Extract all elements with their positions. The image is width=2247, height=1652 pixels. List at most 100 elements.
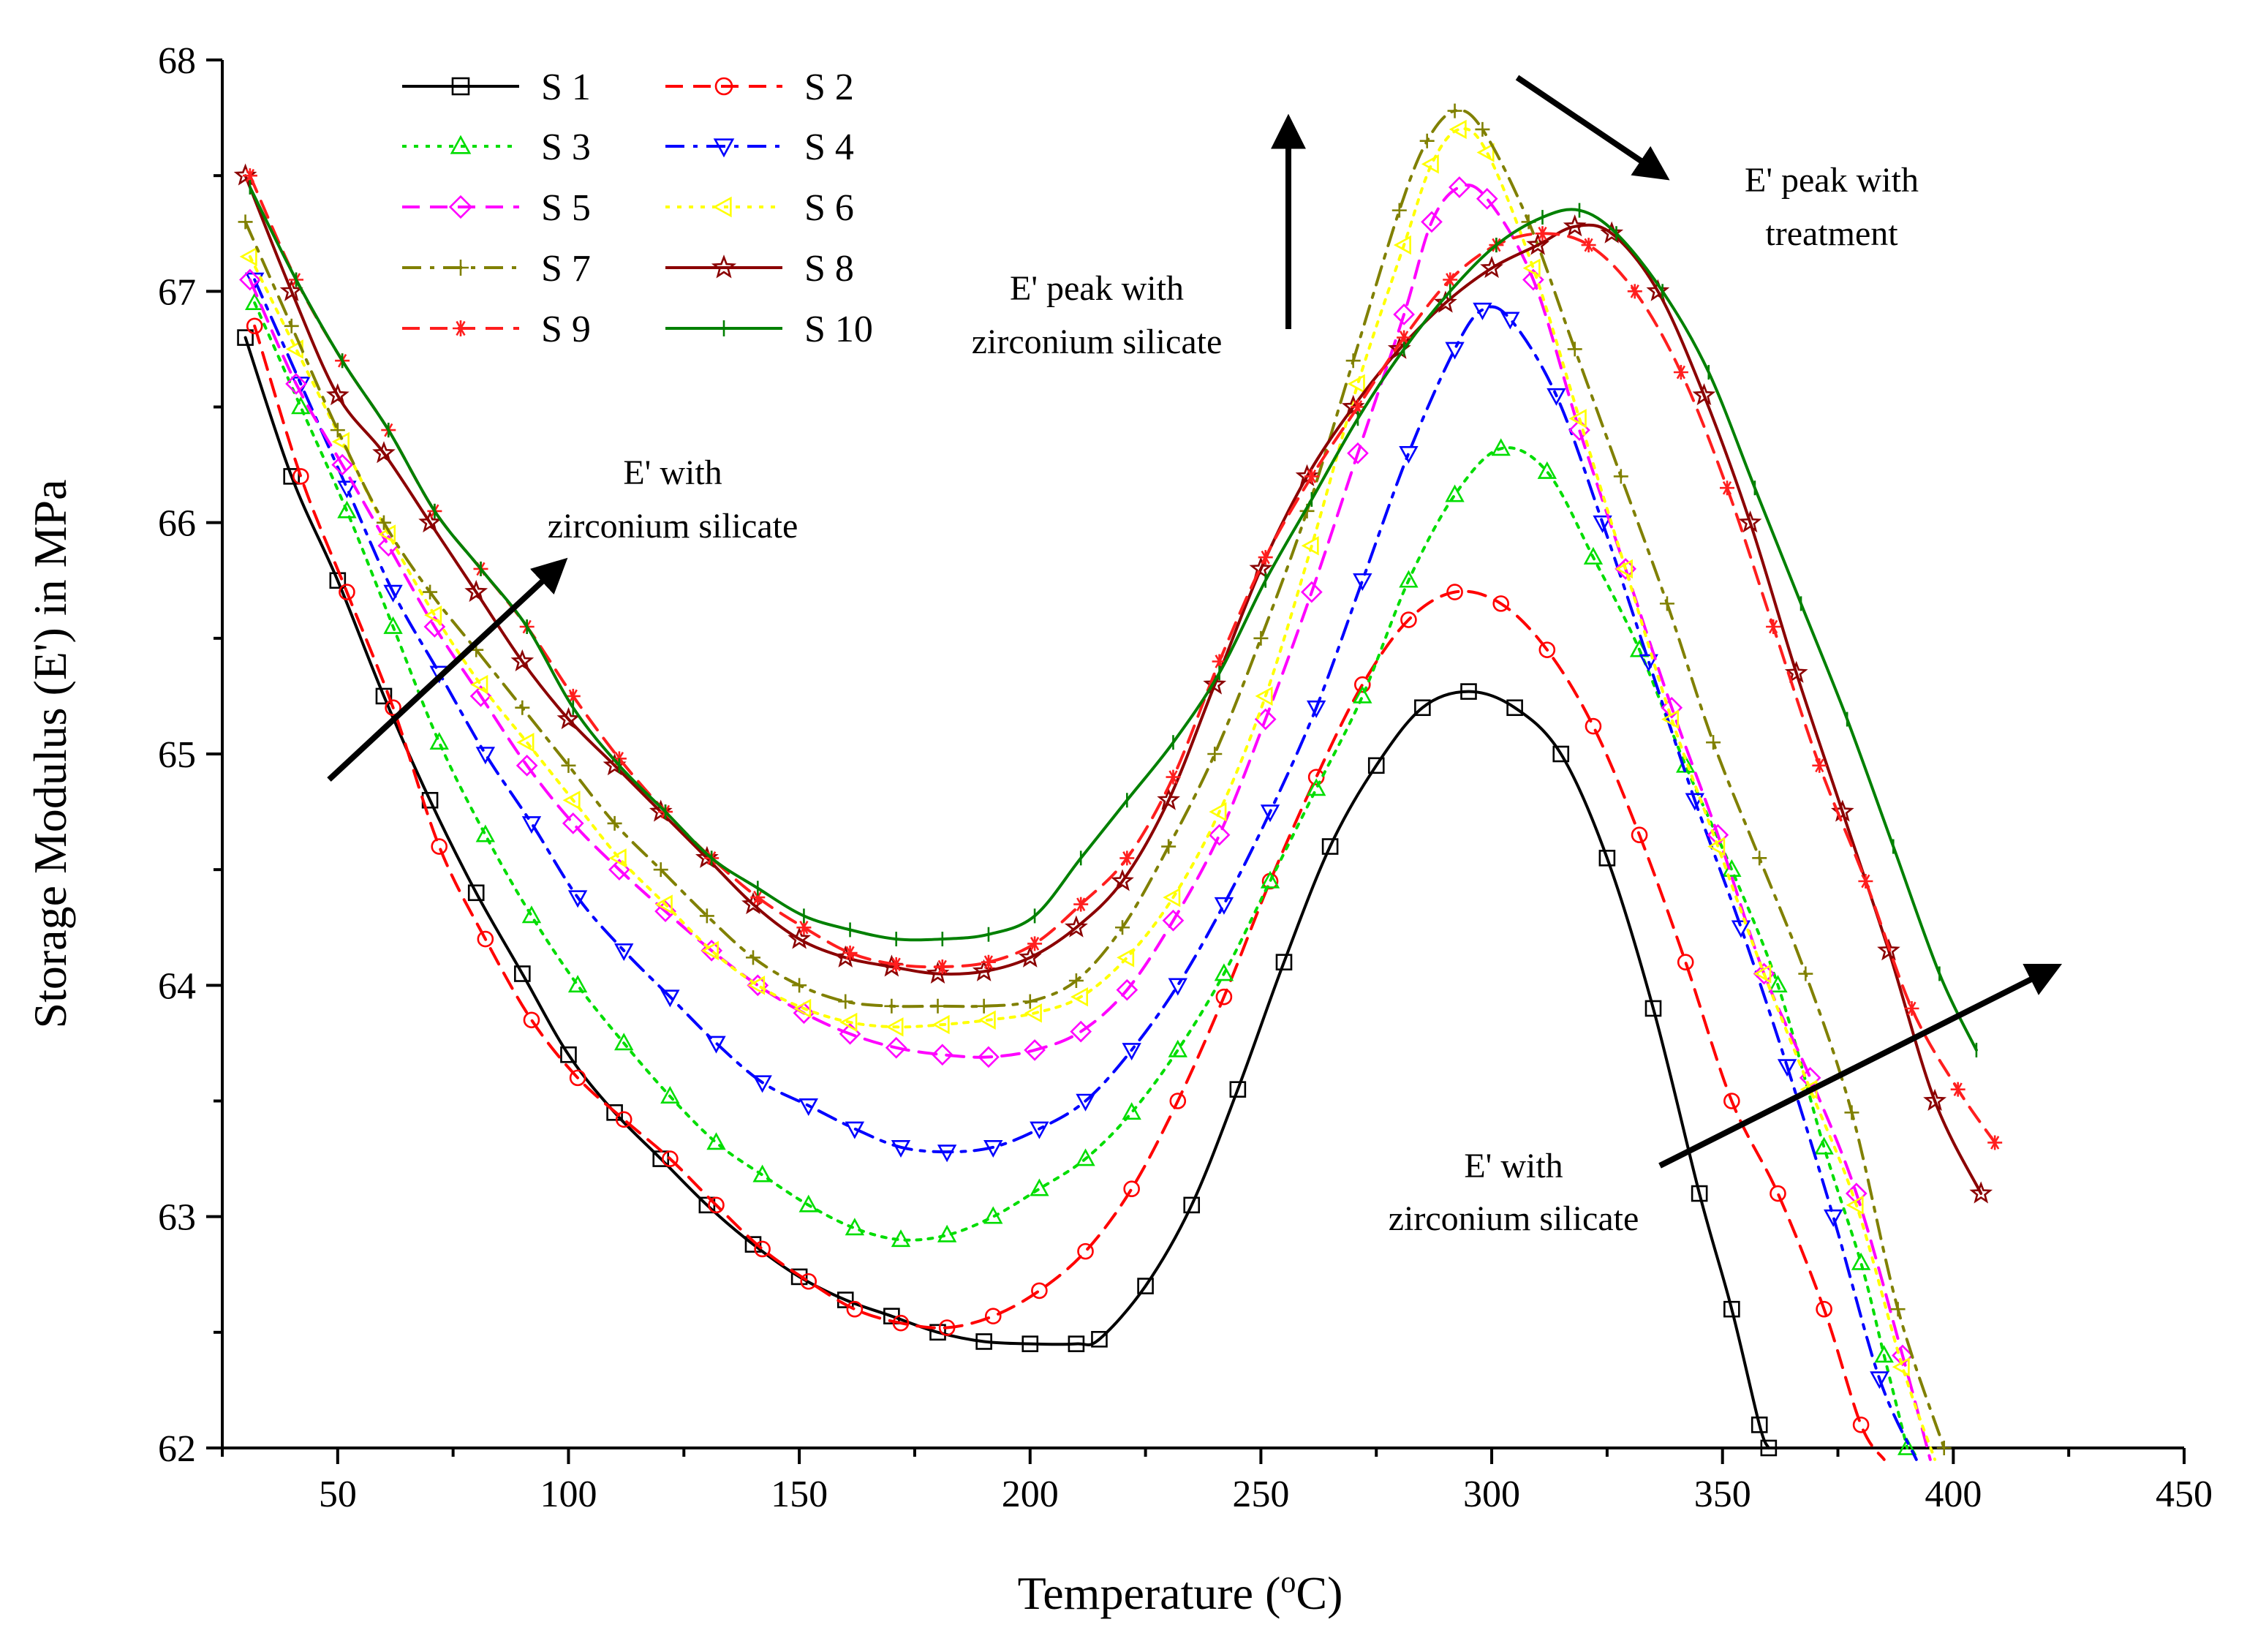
data-point — [1923, 1088, 1947, 1111]
data-point — [1421, 211, 1443, 233]
data-point — [1480, 256, 1503, 279]
annotation-right-line1: E' with — [1464, 1147, 1563, 1185]
data-point — [1852, 1417, 1870, 1433]
data-point — [750, 890, 766, 905]
x-tick-label: 250 — [1232, 1474, 1289, 1515]
data-point — [1870, 1371, 1889, 1389]
data-point — [1661, 696, 1683, 719]
data-point — [975, 1333, 992, 1350]
data-point — [556, 706, 581, 730]
data-point — [1347, 442, 1369, 464]
legend-swatch-marker — [711, 254, 737, 279]
legend-item: S 5 — [402, 187, 591, 229]
data-point — [1162, 909, 1185, 932]
data-point — [981, 954, 996, 970]
data-point — [1419, 133, 1435, 148]
x-tick-label: 100 — [540, 1474, 597, 1515]
series-s8 — [233, 163, 1993, 1204]
data-point — [934, 959, 950, 975]
x-axis-title: Temperature (oC) — [1018, 1566, 1343, 1619]
series-s6 — [239, 119, 1937, 1461]
data-point — [1491, 438, 1511, 456]
data-point — [1215, 988, 1233, 1006]
data-point — [510, 649, 535, 671]
y-tick-label: 65 — [158, 734, 196, 776]
data-point — [1397, 330, 1412, 345]
data-point — [1301, 536, 1319, 556]
data-point — [1123, 1180, 1140, 1198]
data-point — [929, 1324, 946, 1341]
data-point — [706, 1036, 726, 1054]
data-point — [1260, 804, 1280, 823]
data-point — [515, 700, 530, 715]
data-point — [1537, 461, 1557, 479]
legend-swatch-marker — [453, 320, 469, 336]
x-tick-label: 150 — [771, 1474, 828, 1515]
data-point — [1476, 143, 1495, 162]
annotation-peak-treatment-line2: treatment — [1765, 214, 1898, 253]
data-point — [978, 1046, 1000, 1068]
data-point — [1568, 409, 1587, 429]
data-point — [938, 1319, 956, 1336]
data-point — [1449, 119, 1467, 140]
data-point — [1070, 987, 1089, 1007]
data-point — [839, 1012, 858, 1033]
data-point — [246, 317, 263, 335]
data-point — [1399, 445, 1419, 464]
y-tick-label: 66 — [158, 503, 196, 545]
data-point — [1111, 869, 1134, 891]
legend-label: S 7 — [541, 248, 591, 290]
data-point — [1814, 1136, 1834, 1155]
data-point — [1030, 1121, 1049, 1139]
data-point — [1892, 1344, 1914, 1367]
data-point — [1673, 365, 1688, 380]
data-point — [516, 732, 535, 753]
data-point — [1706, 735, 1721, 750]
data-point — [1214, 897, 1234, 915]
data-point — [1987, 1135, 2003, 1150]
legend-item: S 7 — [402, 248, 591, 290]
data-point — [1212, 654, 1227, 669]
data-point — [475, 824, 496, 842]
data-point — [1760, 1439, 1778, 1457]
data-point — [653, 862, 668, 878]
data-point — [1600, 221, 1624, 244]
data-point — [1685, 793, 1705, 811]
data-point — [429, 731, 449, 750]
x-tick-label: 200 — [1002, 1474, 1059, 1515]
data-point — [375, 687, 393, 705]
series-s10 — [248, 179, 1978, 1057]
annotation-left-line2: zirconium silicate — [548, 507, 798, 546]
data-point — [1583, 546, 1604, 565]
data-point — [562, 812, 584, 834]
data-point — [1858, 873, 1873, 889]
data-point — [1506, 699, 1523, 717]
data-point — [1022, 994, 1038, 1009]
y-tick-label: 67 — [158, 271, 196, 313]
legend-label: S 8 — [804, 248, 854, 290]
data-point — [514, 965, 531, 982]
legend-swatch-marker — [451, 77, 470, 96]
data-point — [1846, 1195, 1864, 1215]
data-point — [1255, 686, 1273, 706]
data-point — [523, 1011, 540, 1029]
data-point — [1229, 1081, 1247, 1098]
data-point — [1969, 1181, 1993, 1204]
data-point — [1018, 945, 1042, 968]
data-point — [1476, 187, 1498, 210]
data-point — [1646, 279, 1670, 301]
data-point — [1443, 272, 1458, 287]
data-point — [1585, 717, 1602, 735]
data-point — [745, 950, 760, 965]
data-point — [244, 292, 265, 310]
legend: S 1 S 2 S 3 S 4 S 5 S 6 S 7 S 8 S 9 S 10 — [402, 67, 873, 350]
data-point — [1526, 233, 1550, 255]
data-point — [1157, 788, 1180, 810]
data-point — [279, 279, 303, 301]
data-point — [291, 396, 311, 415]
data-point — [569, 1069, 586, 1087]
data-point — [1460, 683, 1477, 700]
data-point — [1353, 573, 1372, 591]
data-point — [842, 946, 858, 961]
